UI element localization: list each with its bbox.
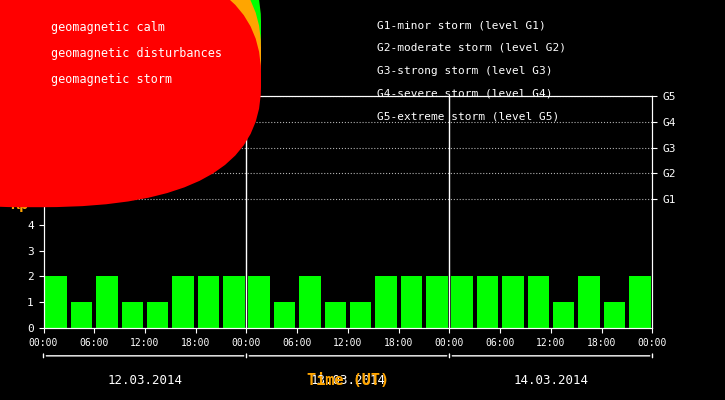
Bar xyxy=(452,276,473,328)
Text: 12.03.2014: 12.03.2014 xyxy=(107,374,183,387)
Y-axis label: Kp: Kp xyxy=(10,197,28,212)
Bar xyxy=(401,276,422,328)
Bar xyxy=(629,276,650,328)
Bar xyxy=(655,276,676,328)
Text: G2-moderate storm (level G2): G2-moderate storm (level G2) xyxy=(377,43,566,53)
Bar xyxy=(198,276,219,328)
Bar xyxy=(96,276,117,328)
Bar xyxy=(477,276,498,328)
Text: geomagnetic calm: geomagnetic calm xyxy=(51,22,165,34)
Text: 14.03.2014: 14.03.2014 xyxy=(513,374,589,387)
Bar xyxy=(147,302,168,328)
Bar xyxy=(528,276,549,328)
Bar xyxy=(325,302,346,328)
Bar xyxy=(274,302,295,328)
Bar xyxy=(553,302,574,328)
Text: Time (UT): Time (UT) xyxy=(307,373,389,388)
Bar xyxy=(223,276,244,328)
Text: geomagnetic storm: geomagnetic storm xyxy=(51,74,172,86)
Bar xyxy=(173,276,194,328)
Bar xyxy=(376,276,397,328)
Bar xyxy=(46,276,67,328)
Bar xyxy=(249,276,270,328)
Bar xyxy=(579,276,600,328)
Bar xyxy=(71,302,92,328)
Text: G4-severe storm (level G4): G4-severe storm (level G4) xyxy=(377,88,552,98)
Bar xyxy=(426,276,447,328)
Text: 13.03.2014: 13.03.2014 xyxy=(310,374,386,387)
Bar xyxy=(502,276,523,328)
Bar xyxy=(604,302,625,328)
Bar xyxy=(350,302,371,328)
Text: G3-strong storm (level G3): G3-strong storm (level G3) xyxy=(377,66,552,76)
Text: G5-extreme storm (level G5): G5-extreme storm (level G5) xyxy=(377,111,559,121)
Bar xyxy=(299,276,320,328)
Text: geomagnetic disturbances: geomagnetic disturbances xyxy=(51,48,222,60)
Bar xyxy=(122,302,143,328)
Text: G1-minor storm (level G1): G1-minor storm (level G1) xyxy=(377,20,546,30)
